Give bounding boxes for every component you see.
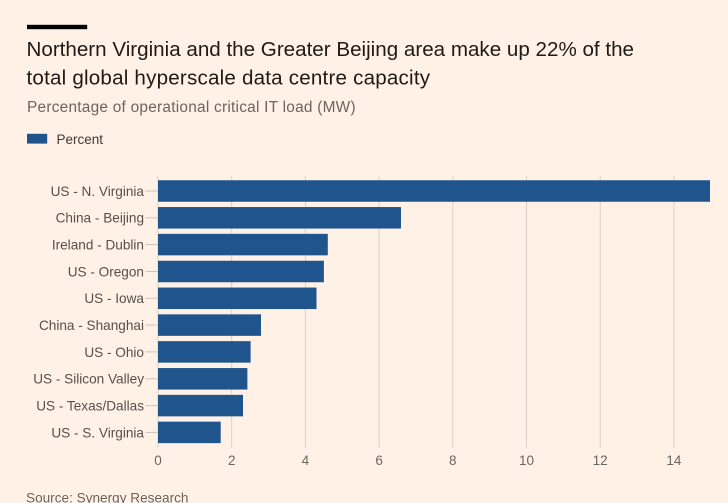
svg-text:Northern Virginia and the Grea: Northern Virginia and the Greater Beijin… (27, 38, 635, 61)
svg-text:US - Texas/Dallas: US - Texas/Dallas (36, 399, 144, 414)
svg-text:0: 0 (154, 453, 162, 468)
svg-text:Percentage of operational crit: Percentage of operational critical IT lo… (27, 99, 356, 116)
svg-text:China - Shanghai: China - Shanghai (39, 318, 144, 333)
svg-text:8: 8 (449, 453, 457, 468)
svg-text:US - Oregon: US - Oregon (68, 264, 144, 279)
svg-text:10: 10 (519, 453, 534, 468)
svg-text:Ireland - Dublin: Ireland - Dublin (52, 238, 144, 253)
svg-text:4: 4 (302, 453, 310, 468)
svg-text:6: 6 (375, 453, 383, 468)
svg-text:Percent: Percent (57, 132, 104, 147)
svg-text:total global hyperscale data c: total global hyperscale data centre capa… (27, 67, 431, 90)
svg-text:China - Beijing: China - Beijing (56, 211, 144, 226)
svg-text:US - Iowa: US - Iowa (84, 291, 144, 306)
svg-text:US - Ohio: US - Ohio (84, 345, 144, 360)
svg-text:2: 2 (228, 453, 236, 468)
svg-text:US - Silicon Valley: US - Silicon Valley (33, 372, 144, 387)
svg-text:12: 12 (593, 453, 608, 468)
svg-text:Source: Synergy Research: Source: Synergy Research (26, 490, 188, 503)
svg-text:14: 14 (666, 453, 682, 468)
svg-text:US - N. Virginia: US - N. Virginia (51, 184, 145, 199)
svg-text:US - S. Virginia: US - S. Virginia (51, 425, 144, 440)
